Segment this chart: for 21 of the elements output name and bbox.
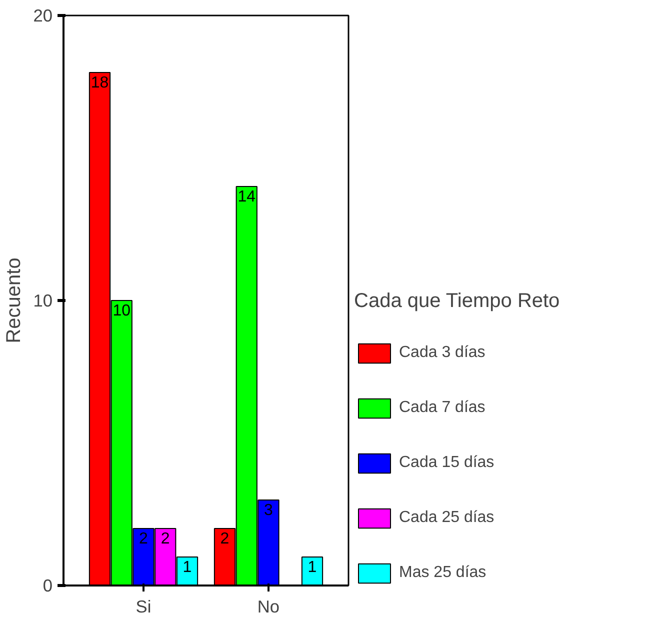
data-label: 1 bbox=[308, 559, 317, 576]
y-tick-label: 20 bbox=[33, 6, 53, 26]
legend-label: Cada 15 días bbox=[399, 454, 494, 472]
legend-label: Cada 3 días bbox=[399, 344, 486, 362]
data-label: 2 bbox=[160, 530, 170, 548]
y-tick-label: 0 bbox=[42, 576, 53, 596]
data-label: 14 bbox=[238, 188, 256, 206]
data-label: 3 bbox=[264, 502, 274, 519]
data-label: 1 bbox=[182, 559, 192, 576]
legend-label: Cada 7 días bbox=[399, 399, 486, 417]
legend-label: Mas 25 días bbox=[399, 564, 486, 582]
data-label: 18 bbox=[90, 74, 109, 92]
data-label: 2 bbox=[220, 530, 230, 548]
x-tick-label: No bbox=[257, 596, 280, 616]
y-axis-title: Recuento bbox=[3, 258, 26, 344]
legend-title: Cada que Tiempo Reto bbox=[354, 290, 560, 313]
x-tick-label: Si bbox=[136, 596, 152, 616]
data-label: 2 bbox=[139, 530, 148, 548]
y-tick-label: 10 bbox=[33, 290, 53, 310]
data-label: 10 bbox=[112, 302, 131, 320]
legend-label: Cada 25 días bbox=[399, 509, 494, 527]
